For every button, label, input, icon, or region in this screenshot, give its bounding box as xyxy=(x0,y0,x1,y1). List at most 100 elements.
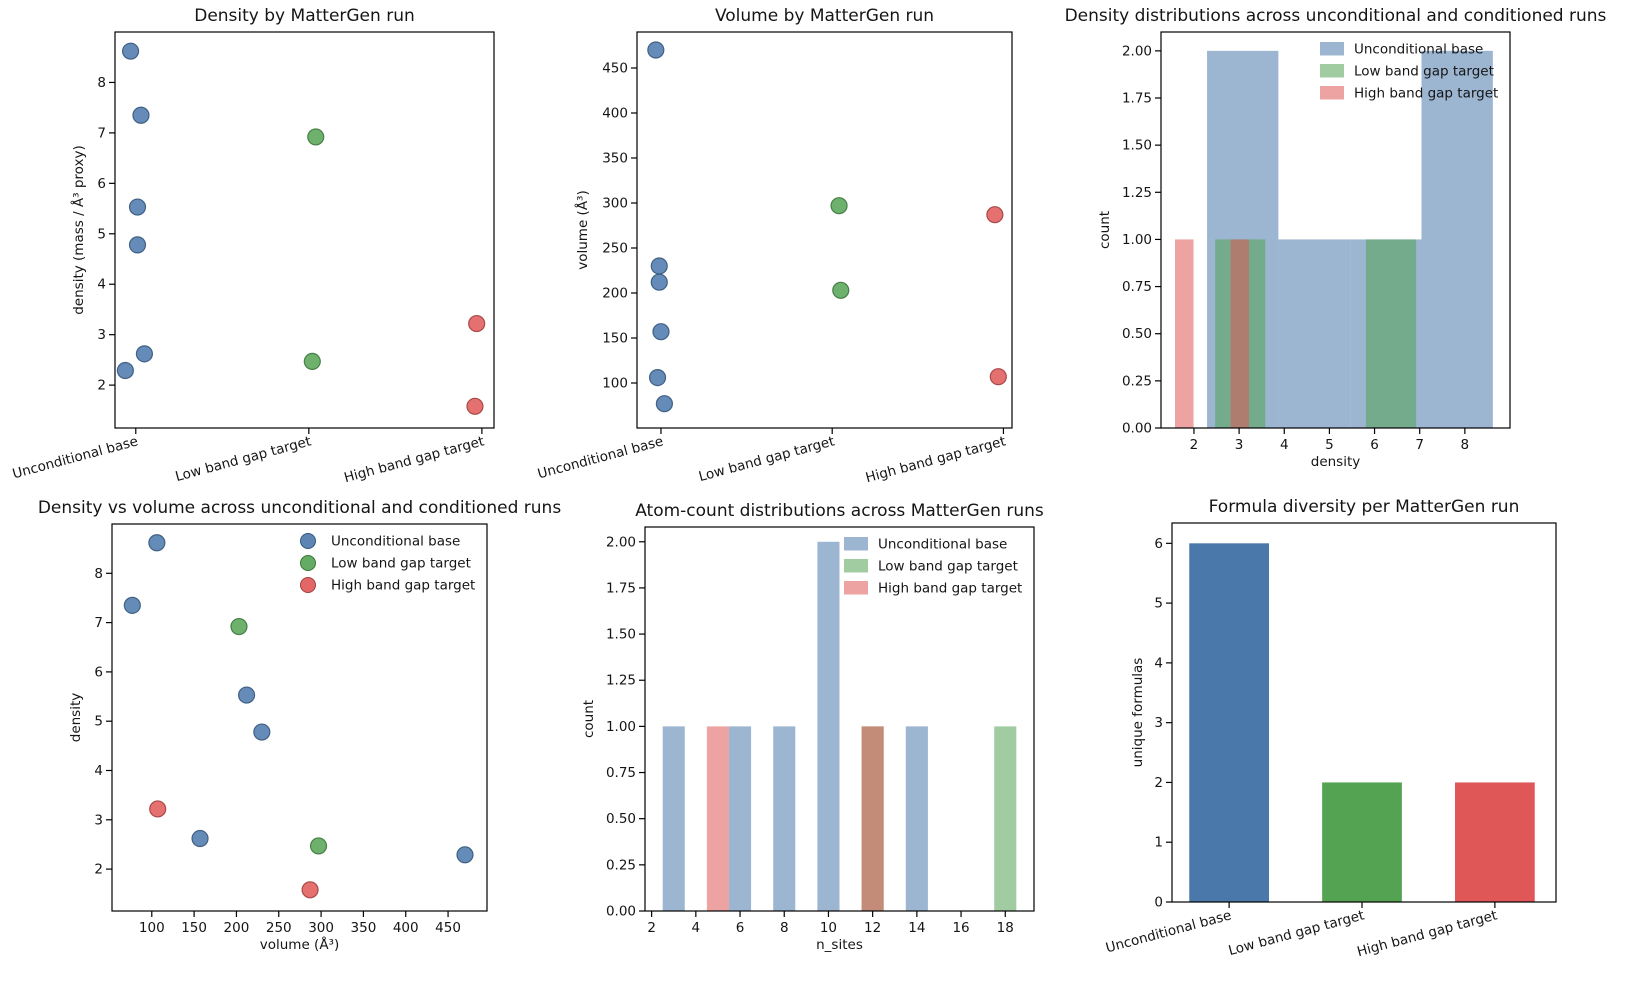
y-tick-label: 5 xyxy=(97,226,106,242)
legend-label: High band gap target xyxy=(1354,86,1498,102)
x-tick-label: 10 xyxy=(820,920,837,936)
y-tick-label: 2 xyxy=(97,378,106,394)
x-tick-label: 18 xyxy=(997,920,1014,936)
x-tick-label: 200 xyxy=(224,920,250,936)
legend-label: Unconditional base xyxy=(331,534,460,550)
x-tick-label: 3 xyxy=(1235,437,1244,453)
x-tick-label: 100 xyxy=(139,920,165,936)
x-tick-label: Low band gap target xyxy=(1227,907,1366,959)
y-tick-label: 0.50 xyxy=(1122,326,1152,342)
axes-spines xyxy=(1171,522,1557,903)
data-point xyxy=(650,273,668,291)
y-tick-label: 1.50 xyxy=(606,627,636,643)
x-axis-label: volume (Å³) xyxy=(260,936,339,953)
legend-label: Unconditional base xyxy=(1354,42,1483,58)
y-tick-label: 0 xyxy=(1154,895,1163,911)
data-point xyxy=(832,281,850,299)
atom-count-distributions-panel: 2 4 6 8 10 12 14 16 18 0.00 0.25 0.50 0.75 1.00 1.25 1.… xyxy=(581,501,1044,953)
x-tick-label: Unconditional base xyxy=(11,433,140,482)
x-tick-label: 8 xyxy=(780,920,789,936)
legend-label: High band gap target xyxy=(878,581,1022,597)
y-tick-label: 7 xyxy=(97,125,106,141)
y-tick-label: 0.75 xyxy=(1122,279,1152,295)
hist-bar xyxy=(1365,239,1417,428)
data-point xyxy=(986,206,1004,224)
y-tick-label: 1.00 xyxy=(606,719,636,735)
y-tick-label: 1.00 xyxy=(1122,232,1152,248)
data-point xyxy=(116,361,134,380)
x-tick-label: Low band gap target xyxy=(174,433,313,485)
data-point xyxy=(830,197,848,215)
data-point xyxy=(466,397,484,415)
y-tick-label: 8 xyxy=(94,566,103,582)
data-point xyxy=(647,41,665,59)
data-point xyxy=(128,198,147,216)
data-point xyxy=(191,829,209,848)
hist-bar xyxy=(1278,239,1351,428)
y-tick-label: 2.00 xyxy=(1122,43,1152,59)
data-point xyxy=(148,534,166,552)
hist-bar xyxy=(905,726,928,911)
y-axis-label: volume (Å³) xyxy=(574,190,591,269)
data-point xyxy=(121,42,140,60)
data-point xyxy=(132,106,150,124)
x-axis-label: density xyxy=(1311,454,1361,470)
x-tick-label: 5 xyxy=(1325,437,1334,453)
legend-swatch xyxy=(1320,86,1344,100)
data-point xyxy=(456,846,474,864)
y-tick-label: 1 xyxy=(1154,835,1163,851)
y-tick-label: 4 xyxy=(97,277,106,293)
y-axis-label: density xyxy=(68,693,84,743)
legend-label: Low band gap target xyxy=(1354,64,1494,80)
x-tick-label: 6 xyxy=(1370,437,1379,453)
y-tick-label: 4 xyxy=(1154,655,1163,671)
axes-spines xyxy=(111,523,488,912)
y-tick-label: 250 xyxy=(602,241,628,257)
chart-title: Density by MatterGen run xyxy=(194,6,415,26)
y-tick-label: 5 xyxy=(1154,596,1163,612)
x-tick-label: 12 xyxy=(864,920,881,936)
y-tick-label: 0.25 xyxy=(1122,373,1152,389)
x-tick-label: 150 xyxy=(181,920,207,936)
y-tick-label: 450 xyxy=(602,61,628,77)
x-tick-label: High band gap target xyxy=(864,433,1008,486)
y-tick-label: 200 xyxy=(602,286,628,302)
y-tick-label: 3 xyxy=(97,327,106,343)
data-point xyxy=(123,596,141,614)
x-tick-label: Unconditional base xyxy=(536,433,665,482)
legend-swatch xyxy=(844,581,868,595)
chart-title: Volume by MatterGen run xyxy=(715,6,934,26)
hist-bar xyxy=(1230,239,1250,428)
legend-swatch xyxy=(300,555,316,571)
y-tick-label: 400 xyxy=(602,106,628,122)
legend-swatch xyxy=(1320,64,1344,78)
data-point xyxy=(128,236,147,254)
data-point xyxy=(655,395,673,413)
y-tick-label: 0.00 xyxy=(1122,421,1152,437)
legend-swatch xyxy=(1320,42,1344,56)
x-tick-label: 4 xyxy=(692,920,701,936)
y-tick-label: 6 xyxy=(1154,536,1163,552)
y-tick-label: 8 xyxy=(97,75,106,91)
hist-bar xyxy=(662,726,685,911)
x-tick-label: 450 xyxy=(435,920,461,936)
x-tick-label: 250 xyxy=(266,920,292,936)
y-tick-label: 1.25 xyxy=(606,673,636,689)
y-tick-label: 2 xyxy=(94,862,103,878)
x-tick-label: Unconditional base xyxy=(1104,907,1233,956)
x-tick-label: Low band gap target xyxy=(697,433,836,485)
y-tick-label: 0.25 xyxy=(606,857,636,873)
axes-spines xyxy=(1160,31,1511,429)
data-point xyxy=(648,369,667,387)
chart-title: Atom-count distributions across MatterGe… xyxy=(635,501,1044,521)
y-tick-label: 100 xyxy=(602,376,628,392)
x-tick-label: 2 xyxy=(1190,437,1199,453)
data-point xyxy=(468,314,486,333)
hist-bar xyxy=(706,726,729,911)
legend-label: Unconditional base xyxy=(878,537,1007,553)
legend-swatch xyxy=(844,537,868,551)
x-tick-label: 2 xyxy=(647,920,656,936)
data-point xyxy=(650,257,668,275)
hist-bar xyxy=(728,726,752,911)
